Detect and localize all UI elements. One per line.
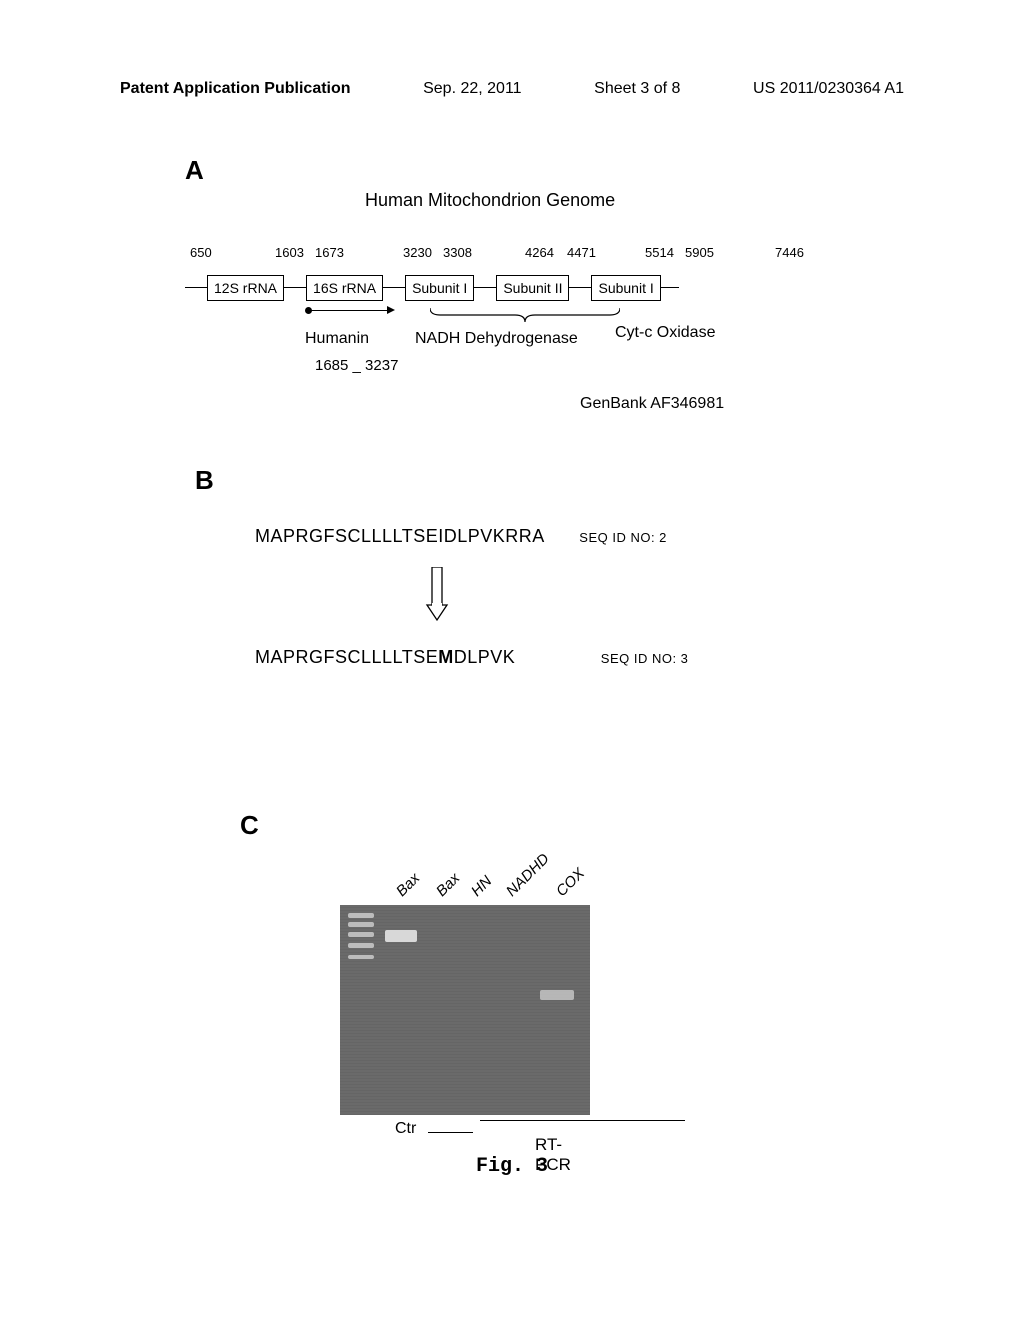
gel-band xyxy=(348,955,374,959)
gel-band xyxy=(540,990,574,1000)
coord: 1603 xyxy=(275,245,304,260)
coord: 3308 xyxy=(443,245,472,260)
seq1-text: MAPRGFSCLLLLTSEIDLPVKRRA xyxy=(255,526,544,546)
gel-image xyxy=(340,905,590,1115)
lane-label: Bax xyxy=(393,870,423,900)
coord: 5514 xyxy=(645,245,674,260)
seq-id-1: SEQ ID NO: 2 xyxy=(579,530,667,545)
coord: 1673 xyxy=(315,245,344,260)
panel-b: B MAPRGFSCLLLLTSEIDLPVKRRA SEQ ID NO: 2 … xyxy=(195,465,845,668)
humanin-coords: 1685 _ 3237 xyxy=(315,357,398,374)
coord: 4471 xyxy=(567,245,596,260)
genome-box-16s: 16S rRNA xyxy=(306,275,383,301)
coord: 5905 xyxy=(685,245,714,260)
genome-connector xyxy=(185,287,207,288)
genome-box-12s: 12S rRNA xyxy=(207,275,284,301)
coord: 650 xyxy=(190,245,212,260)
panel-a-label: A xyxy=(185,155,204,186)
brace-icon xyxy=(430,308,620,322)
seq2-post: DLPVK xyxy=(454,647,516,667)
gel-band xyxy=(385,930,417,942)
humanin-label: Humanin xyxy=(305,330,369,348)
coord: 4264 xyxy=(525,245,554,260)
gel-band xyxy=(348,943,374,948)
lane-labels: Bax Bax HN NADHD COX xyxy=(350,855,610,905)
seq-id-2: SEQ ID NO: 3 xyxy=(601,651,689,666)
page-header: Patent Application Publication Sep. 22, … xyxy=(0,80,1024,98)
genome-connector xyxy=(284,287,306,288)
seq2-mutation: M xyxy=(438,647,454,667)
lane-label: NADHD xyxy=(503,850,553,900)
genome-diagram: 12S rRNA 16S rRNA Subunit I Subunit II S… xyxy=(185,270,845,305)
genbank-accession: GenBank AF346981 xyxy=(580,395,724,413)
sequence-2: MAPRGFSCLLLLTSEMDLPVK SEQ ID NO: 3 xyxy=(255,647,845,668)
coord: 3230 xyxy=(403,245,432,260)
genome-box-subunit1a: Subunit I xyxy=(405,275,474,301)
gel-band xyxy=(348,913,374,918)
document-id: US 2011/0230364 A1 xyxy=(753,80,904,98)
figure-label: Fig. 3 xyxy=(0,1155,1024,1178)
cytc-label: Cyt-c Oxidase xyxy=(615,324,715,342)
publication-date: Sep. 22, 2011 xyxy=(423,80,521,98)
genome-box-subunit2: Subunit II xyxy=(496,275,569,301)
down-arrow-icon xyxy=(425,567,845,627)
ctr-underline xyxy=(428,1132,473,1133)
publication-label: Patent Application Publication xyxy=(120,80,351,98)
genome-connector xyxy=(569,287,591,288)
gel-container: Bax Bax HN NADHD COX Ctr RT-PCR xyxy=(340,860,590,1070)
panel-c: C Bax Bax HN NADHD COX Ctr RT-PCR xyxy=(240,810,740,841)
lane-label: HN xyxy=(468,873,495,900)
lane-label: Bax xyxy=(433,870,463,900)
nadhd-label: NADH Dehydrogenase xyxy=(415,330,578,348)
gel-band xyxy=(348,932,374,937)
sheet-number: Sheet 3 of 8 xyxy=(594,80,680,98)
panel-a-title: Human Mitochondrion Genome xyxy=(365,190,615,211)
arrow-line xyxy=(310,310,390,311)
sequence-1: MAPRGFSCLLLLTSEIDLPVKRRA SEQ ID NO: 2 xyxy=(255,526,845,547)
ctr-label: Ctr xyxy=(395,1120,416,1138)
genome-connector xyxy=(383,287,405,288)
seq2-pre: MAPRGFSCLLLLTSE xyxy=(255,647,438,667)
arrow-head-icon xyxy=(387,306,395,314)
genome-connector xyxy=(474,287,496,288)
rtpcr-underline xyxy=(480,1120,685,1121)
panel-c-label: C xyxy=(240,810,740,841)
panel-b-label: B xyxy=(195,465,845,496)
gel-band xyxy=(348,922,374,927)
genome-connector xyxy=(661,287,679,288)
lane-label: COX xyxy=(553,865,588,900)
genome-box-subunit1b: Subunit I xyxy=(591,275,660,301)
coord: 7446 xyxy=(775,245,804,260)
